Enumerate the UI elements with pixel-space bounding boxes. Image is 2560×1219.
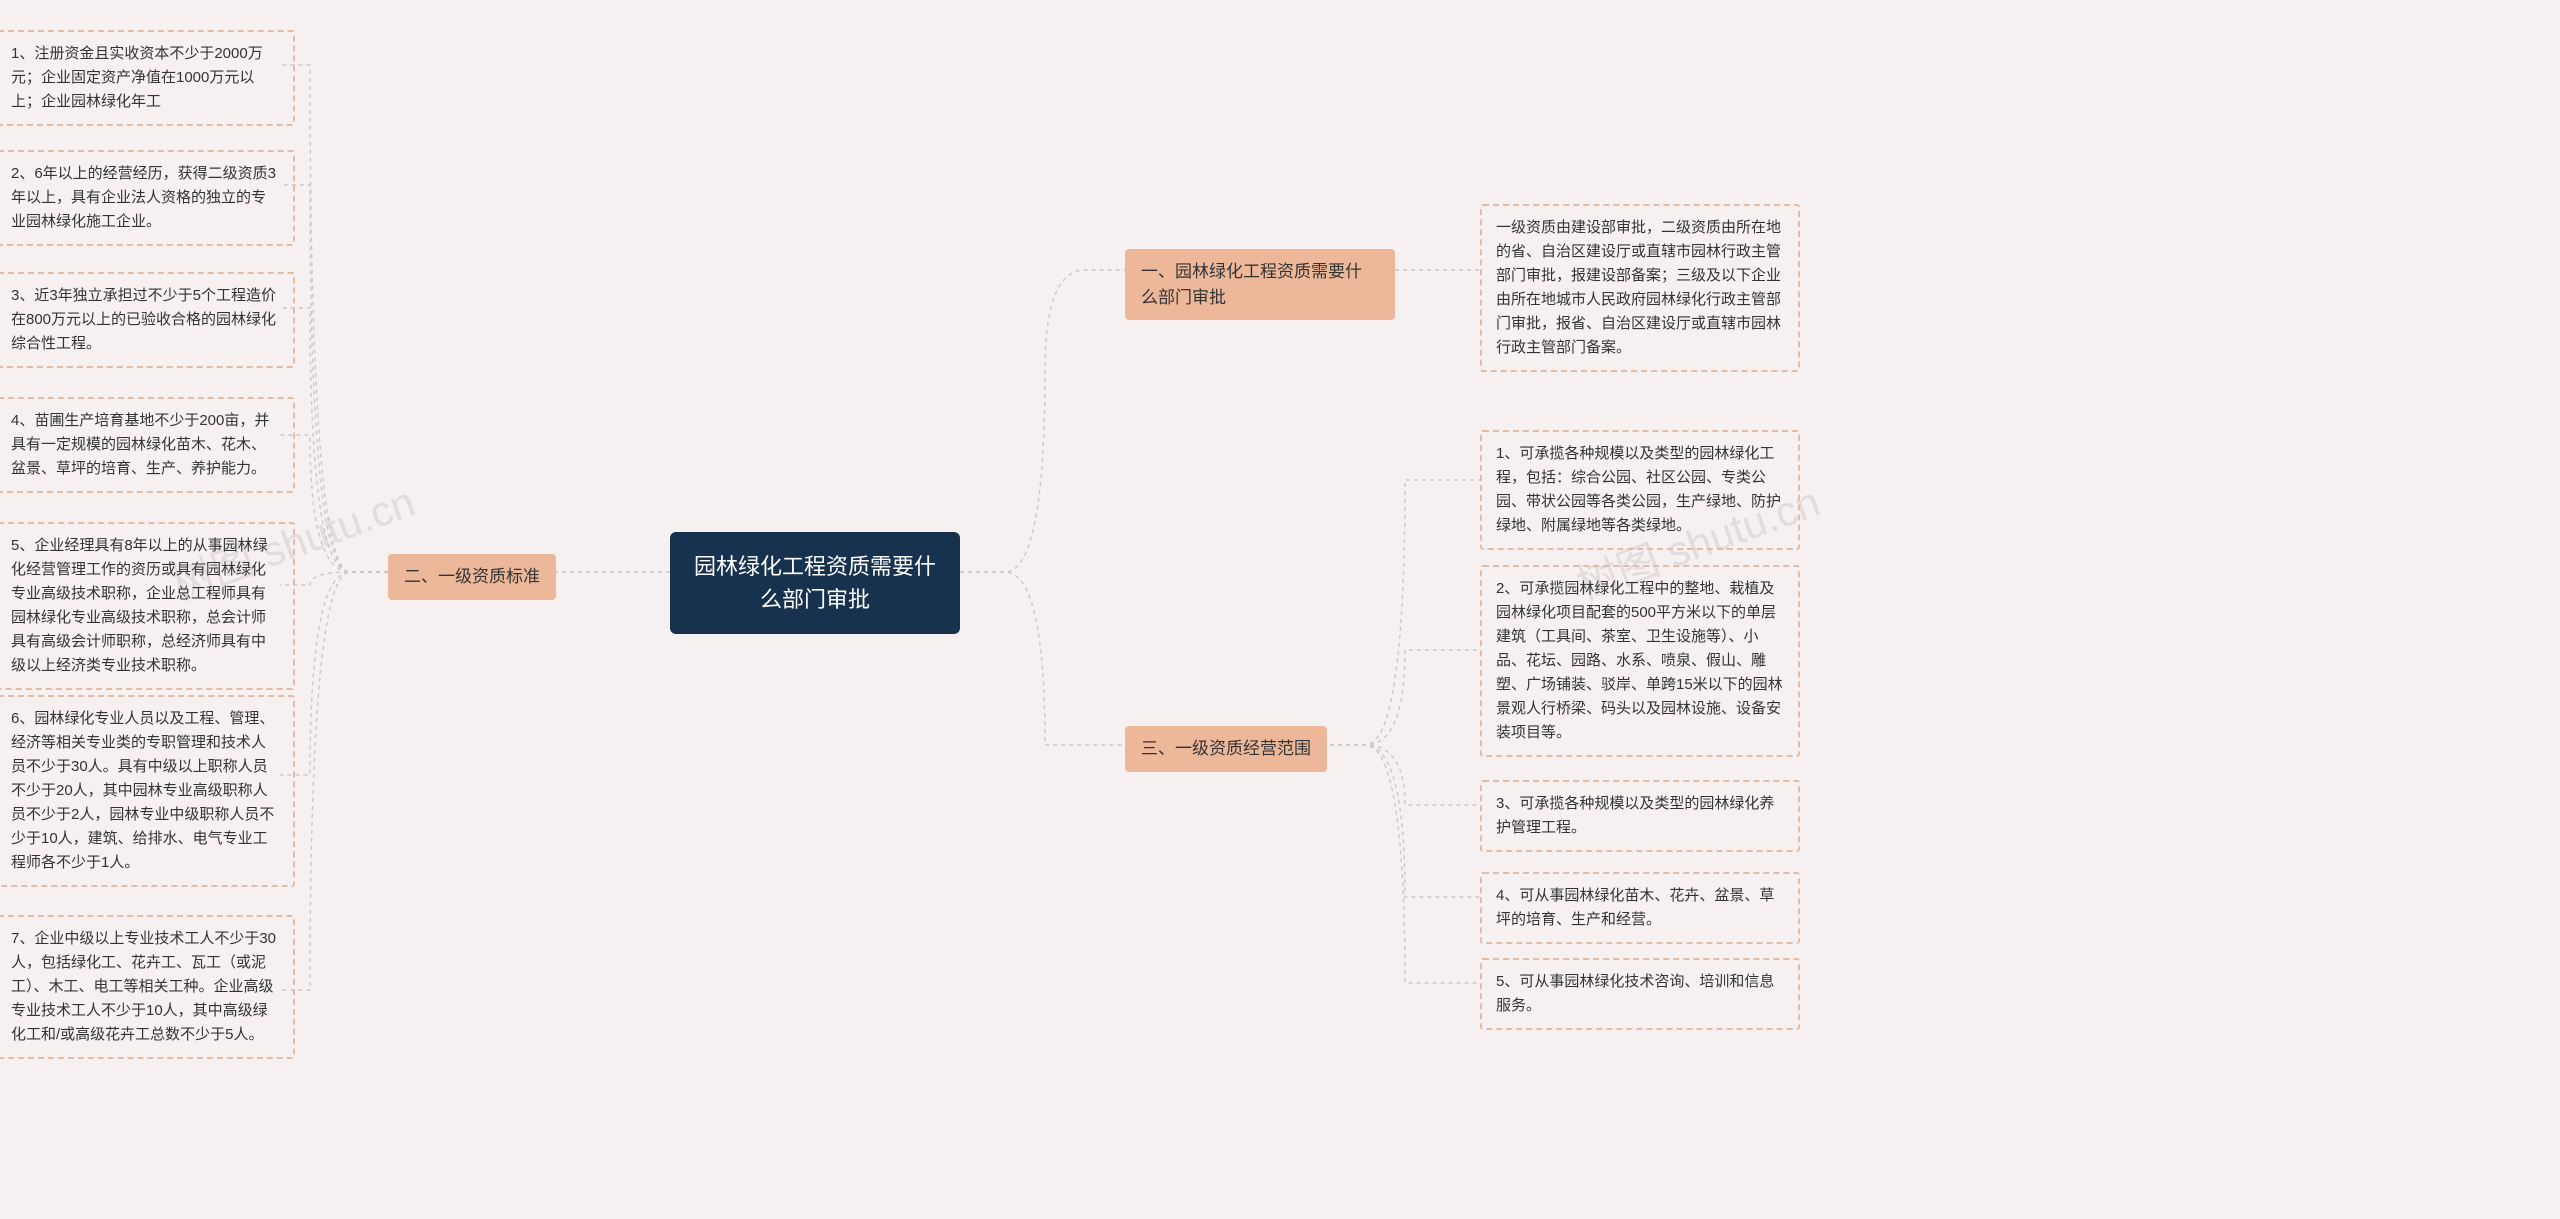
branch-2-leaf-5: 5、企业经理具有8年以上的从事园林绿化经营管理工作的资历或具有园林绿化专业高级技… [0,522,295,690]
connector-layer [0,0,2560,1219]
branch-2-leaf-3: 3、近3年独立承担过不少于5个工程造价在800万元以上的已验收合格的园林绿化综合… [0,272,295,368]
branch-3-leaf-1: 1、可承揽各种规模以及类型的园林绿化工程，包括：综合公园、社区公园、专类公园、带… [1480,430,1800,550]
branch-2-leaf-4: 4、苗圃生产培育基地不少于200亩，并具有一定规模的园林绿化苗木、花木、盆景、草… [0,397,295,493]
branch-3-leaf-3: 3、可承揽各种规模以及类型的园林绿化养护管理工程。 [1480,780,1800,852]
branch-1-line2: 么部门审批 [1141,288,1226,307]
branch-2-leaf-7: 7、企业中级以上专业技术工人不少于30人，包括绿化工、花卉工、瓦工（或泥工）、木… [0,915,295,1059]
root-line1: 园林绿化工程资质需要什 [694,554,936,579]
branch-3-leaf-5: 5、可从事园林绿化技术咨询、培训和信息服务。 [1480,958,1800,1030]
branch-2-leaf-2: 2、6年以上的经营经历，获得二级资质3年以上，具有企业法人资格的独立的专业园林绿… [0,150,295,246]
branch-2-leaf-1: 1、注册资金且实收资本不少于2000万元；企业固定资产净值在1000万元以上；企… [0,30,295,126]
branch-2: 二、一级资质标准 [388,554,556,600]
root-line2: 么部门审批 [760,587,870,612]
branch-3-leaf-4: 4、可从事园林绿化苗木、花卉、盆景、草坪的培育、生产和经营。 [1480,872,1800,944]
branch-1-leaf-1: 一级资质由建设部审批，二级资质由所在地的省、自治区建设厅或直辖市园林行政主管部门… [1480,204,1800,372]
branch-2-leaf-6: 6、园林绿化专业人员以及工程、管理、经济等相关专业类的专职管理和技术人员不少于3… [0,695,295,887]
branch-3: 三、一级资质经营范围 [1125,726,1327,772]
root-node: 园林绿化工程资质需要什 么部门审批 [670,532,960,634]
branch-1-line1: 一、园林绿化工程资质需要什 [1141,262,1362,281]
branch-1: 一、园林绿化工程资质需要什 么部门审批 [1125,249,1395,320]
branch-3-leaf-2: 2、可承揽园林绿化工程中的整地、栽植及园林绿化项目配套的500平方米以下的单层建… [1480,565,1800,757]
